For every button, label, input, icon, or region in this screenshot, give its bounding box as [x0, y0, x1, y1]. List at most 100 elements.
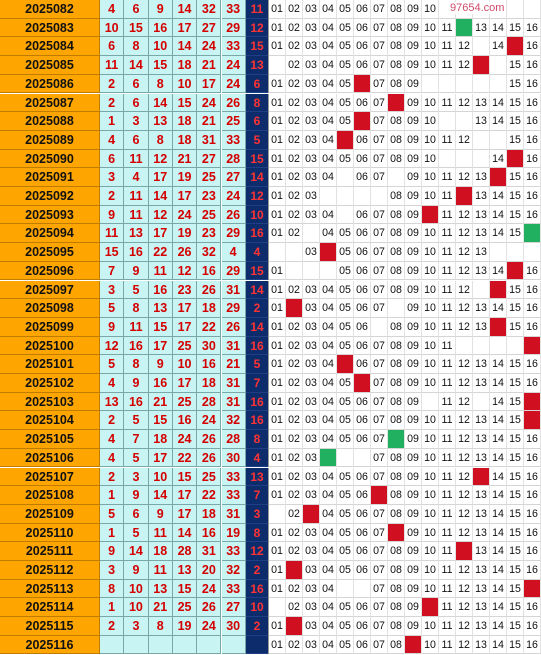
trend-number-cell: 08	[388, 317, 405, 337]
red-ball-number: 22	[197, 317, 222, 337]
red-ball-number: 1	[100, 112, 125, 131]
trend-number-cell: 03	[303, 130, 320, 150]
trend-number-cell: 16	[524, 317, 541, 337]
trend-number-cell: 12	[456, 205, 473, 225]
red-ball-number: 10	[148, 37, 173, 57]
blue-ball-number: 5	[246, 130, 268, 150]
trend-number-cell: 14	[490, 523, 507, 543]
draw-row: 2025098 5 8 13 17 18 29 2 01 03 04 05 06 07 09 10 11 12 13…	[0, 299, 541, 318]
blue-hit-cell	[371, 486, 388, 505]
trend-number-cell: 05	[337, 392, 354, 412]
trend-number-cell: 15	[507, 486, 524, 505]
trend-number-cell: 14	[490, 37, 507, 57]
draw-row: 2025094 11 13 17 19 23 29 16 01 02 04 05 06 07 08 09 10 1…	[0, 224, 541, 244]
trend-number-cell: 14	[490, 374, 507, 393]
red-ball-number: 9	[124, 374, 149, 393]
blue-ball-number: 14	[246, 168, 268, 187]
trend-number-cell: 03	[303, 467, 320, 487]
red-ball-number: 17	[172, 18, 198, 38]
trend-number-cell: 06	[354, 93, 371, 113]
trend-number-cell: 08	[388, 635, 405, 655]
trend-number-cell: 05	[337, 411, 354, 431]
blue-hit-cell	[524, 392, 541, 412]
draw-row: 2025105 4 7 18 24 26 28 8 01 02 03 04 05 06 07 09 10 11 12…	[0, 430, 541, 449]
red-ball-number: 15	[124, 18, 149, 38]
trend-number-cell: 11	[439, 579, 456, 599]
trend-number-cell: 06	[354, 504, 371, 524]
draw-row: 2025083 10 15 16 17 27 29 12 01 02 03 04 05 06 07 08 09 1…	[0, 18, 541, 38]
blue-hit-cell	[524, 336, 541, 356]
trend-number-cell: 09	[405, 467, 422, 487]
trend-number-cell: 11	[439, 411, 456, 431]
trend-number-cell: 13	[473, 430, 490, 449]
trend-number-cell: 07	[371, 355, 388, 374]
trend-number-cell	[337, 168, 354, 187]
trend-number-cell: 08	[388, 205, 405, 225]
trend-number-cell: 10	[422, 37, 439, 57]
issue-number: 2025104	[0, 411, 100, 431]
trend-number-cell	[507, 0, 524, 19]
issue-number: 2025096	[0, 261, 100, 281]
trend-number-cell: 11	[439, 336, 456, 356]
trend-number-cell: 03	[303, 187, 320, 206]
trend-number-cell: 04	[320, 336, 337, 356]
trend-number-cell: 06	[354, 617, 371, 636]
trend-number-cell: 08	[388, 187, 405, 206]
column-divider	[268, 392, 269, 412]
red-ball-number: 29	[221, 261, 246, 281]
red-ball-number: 8	[124, 299, 149, 318]
red-ball-number: 31	[197, 542, 222, 561]
red-ball-number: 3	[124, 467, 149, 487]
blue-hit-cell	[286, 617, 303, 636]
trend-number-cell: 14	[490, 598, 507, 618]
trend-number-cell: 15	[507, 598, 524, 618]
trend-number-cell: 09	[405, 486, 422, 505]
trend-number-cell: 13	[473, 542, 490, 561]
trend-number-cell: 13	[473, 168, 490, 187]
red-ball-number: 11	[148, 561, 173, 580]
red-ball-number: 21	[197, 112, 222, 131]
trend-number-cell: 11	[439, 187, 456, 206]
trend-number-cell: 05	[337, 317, 354, 337]
red-ball-number: 16	[124, 336, 149, 356]
trend-number-cell: 06	[354, 0, 371, 19]
trend-number-cell: 04	[320, 317, 337, 337]
red-ball-number: 24	[221, 56, 246, 75]
blue-ball-number: 8	[246, 523, 268, 543]
issue-number: 2025083	[0, 18, 100, 38]
trend-number-cell: 10	[422, 467, 439, 487]
blue-ball-number: 5	[246, 355, 268, 374]
trend-number-cell: 11	[439, 280, 456, 300]
trend-number-cell	[337, 205, 354, 225]
trend-number-cell: 16	[524, 93, 541, 113]
trend-number-cell: 09	[405, 299, 422, 318]
trend-number-cell: 05	[337, 299, 354, 318]
trend-number-cell: 07	[371, 149, 388, 169]
trend-number-cell: 07	[371, 130, 388, 150]
trend-number-cell: 16	[524, 635, 541, 655]
red-ball-number: 26	[221, 93, 246, 113]
trend-number-cell: 05	[337, 149, 354, 169]
red-ball-number: 10	[172, 74, 198, 94]
trend-number-cell: 13	[473, 635, 490, 655]
trend-number-cell: 03	[303, 18, 320, 38]
trend-number-cell: 04	[320, 467, 337, 487]
trend-number-cell: 09	[405, 542, 422, 561]
trend-number-cell: 09	[405, 187, 422, 206]
blue-ball-number: 14	[246, 317, 268, 337]
trend-number-cell: 02	[286, 93, 303, 113]
trend-number-cell: 02	[286, 504, 303, 524]
trend-number-cell	[337, 579, 354, 599]
trend-number-cell	[473, 37, 490, 57]
column-divider	[268, 523, 269, 543]
trend-number-cell: 06	[354, 317, 371, 337]
trend-number-cell: 10	[422, 224, 439, 244]
trend-number-cell: 13	[473, 299, 490, 318]
red-ball-number: 8	[148, 617, 173, 636]
blue-hit-cell	[286, 561, 303, 580]
red-ball-number: 26	[197, 448, 222, 468]
red-ball-number: 33	[221, 579, 246, 599]
red-ball-number	[124, 635, 149, 655]
trend-number-cell: 01	[269, 411, 286, 431]
blue-hit-cell	[354, 112, 371, 131]
